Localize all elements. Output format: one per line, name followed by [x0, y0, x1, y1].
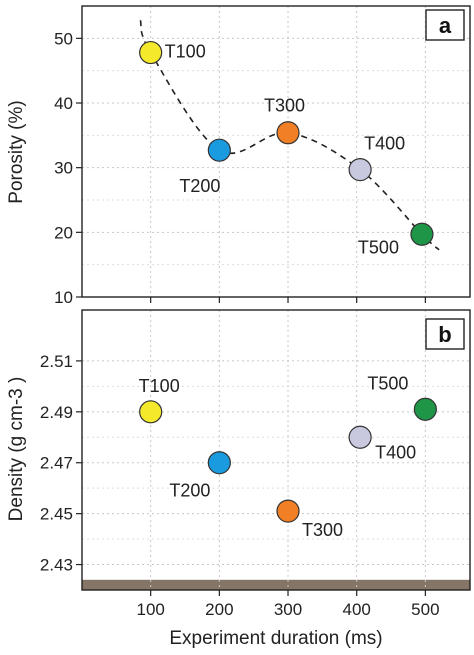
- point-label-t100: T100: [139, 376, 180, 396]
- panel-letter: b: [438, 322, 451, 347]
- data-point-t200: [207, 138, 231, 162]
- y-axis-label: Porosity (%): [6, 100, 27, 203]
- data-point-t300: [276, 121, 300, 145]
- data-point-t100: [139, 400, 163, 424]
- data-point-t200: [207, 451, 231, 475]
- y-tick-label: 20: [54, 223, 73, 242]
- data-point-t500: [413, 397, 437, 421]
- point-label-t500: T500: [367, 373, 408, 393]
- point-label-t500: T500: [358, 237, 399, 257]
- panel-letter-box: [425, 9, 465, 41]
- plot-frame: [81, 5, 471, 298]
- data-point-t500: [410, 222, 434, 246]
- data-point-t100: [139, 40, 163, 65]
- panel-porosity: 10 20 30 40 50 Porosity (%) T100 T200 T300 T400 T5…: [6, 5, 471, 307]
- point-label-t400: T400: [375, 442, 416, 462]
- point-label-t300: T300: [302, 520, 343, 540]
- y-tick-label: 2.49: [40, 403, 73, 422]
- panel-letter-box: [425, 318, 465, 350]
- x-tick-label: 300: [274, 600, 302, 619]
- y-axis-label: Density (g cm-3 ): [6, 377, 27, 522]
- data-point-t400: [348, 158, 372, 182]
- baseline-band: [82, 579, 470, 590]
- point-label-t400: T400: [364, 134, 405, 154]
- y-tick-label: 2.43: [40, 556, 73, 575]
- y-tick-label: 2.51: [40, 352, 73, 371]
- y-tick-label: 2.47: [40, 454, 73, 473]
- x-tick-label: 200: [205, 600, 233, 619]
- grid: [82, 310, 470, 590]
- point-label-t200: T200: [179, 176, 220, 196]
- point-label-t300: T300: [264, 96, 305, 116]
- y-tick-label: 50: [54, 29, 73, 48]
- x-axis-label: Experiment duration (ms): [169, 628, 382, 649]
- plot-frame: [81, 309, 471, 591]
- panel-letter: a: [439, 13, 452, 38]
- point-label-t100: T100: [165, 42, 206, 62]
- y-tick-label: 10: [54, 288, 73, 307]
- x-tick-label: 500: [411, 600, 439, 619]
- x-tick-label: 100: [136, 600, 164, 619]
- point-label-t200: T200: [169, 481, 210, 501]
- data-point-t300: [276, 499, 300, 523]
- y-tick-label: 30: [54, 159, 73, 178]
- y-tick-label: 2.45: [40, 505, 73, 524]
- x-tick-label: 400: [343, 600, 371, 619]
- data-point-t400: [348, 425, 372, 449]
- y-tick-label: 40: [54, 94, 73, 113]
- panel-density: 2.43 2.45 2.47 2.49 2.51 Density (g cm-3 ) T10…: [6, 309, 471, 619]
